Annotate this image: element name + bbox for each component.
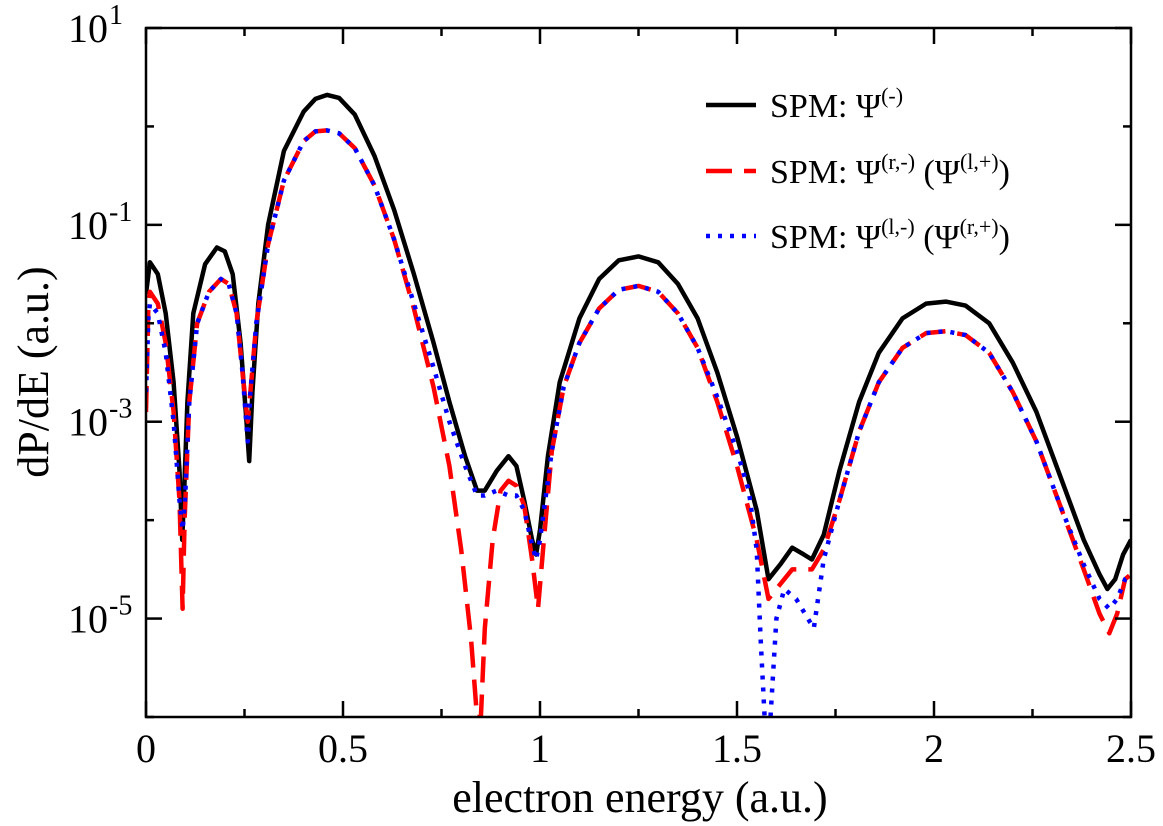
series-line-3 bbox=[146, 128, 1131, 717]
legend-part: SPM: Ψ bbox=[770, 219, 881, 256]
legend-part: (l,+) bbox=[960, 149, 999, 174]
series-layer bbox=[146, 92, 1131, 717]
y-tick-label: 10 bbox=[68, 6, 108, 51]
legend-part: (Ψ bbox=[915, 219, 960, 256]
y-tick-exponent: -3 bbox=[109, 394, 132, 425]
legend-part: SPM: Ψ bbox=[770, 154, 881, 191]
legend-part: (l,-) bbox=[881, 214, 915, 239]
ticks-layer bbox=[144, 26, 1133, 719]
x-tick-labels: 0 0.5 1 1.5 2 2.5 bbox=[136, 726, 1156, 771]
y-tick-label: 10 bbox=[68, 597, 108, 642]
legend-part: (-) bbox=[881, 83, 903, 108]
y-axis-title: dP/dE (a.u.) bbox=[9, 266, 58, 477]
x-tick-label: 1 bbox=[530, 726, 550, 771]
y-tick-label: 10 bbox=[68, 203, 108, 248]
x-tick-label: 1.5 bbox=[712, 726, 762, 771]
x-tick-label: 2.5 bbox=[1106, 726, 1156, 771]
x-tick-label: 0 bbox=[136, 726, 156, 771]
legend-part: (r,-) bbox=[881, 149, 915, 174]
legend-part: ) bbox=[999, 219, 1010, 256]
y-tick-exponent: -5 bbox=[109, 591, 132, 622]
x-axis-title: electron energy (a.u.) bbox=[452, 773, 827, 822]
legend-part: (r,+) bbox=[960, 214, 999, 239]
y-tick-label: 10 bbox=[68, 400, 108, 445]
x-tick-label: 0.5 bbox=[318, 726, 368, 771]
legend-label-2: SPM: Ψ(r,-) (Ψ(l,+)) bbox=[770, 149, 1010, 191]
y-tick-exponent: -1 bbox=[109, 197, 132, 228]
legend-label-1: SPM: Ψ(-) bbox=[770, 83, 903, 125]
legend-label-3: SPM: Ψ(l,-) (Ψ(r,+)) bbox=[770, 214, 1010, 256]
series-line-2 bbox=[146, 128, 1131, 717]
legend-part: SPM: Ψ bbox=[770, 88, 881, 125]
x-tick-label: 2 bbox=[924, 726, 944, 771]
y-tick-exponent: 1 bbox=[109, 0, 123, 31]
legend: SPM: Ψ(-)SPM: Ψ(r,-) (Ψ(l,+))SPM: Ψ(l,-)… bbox=[706, 83, 1010, 256]
legend-part: (Ψ bbox=[915, 154, 960, 191]
legend-part: ) bbox=[999, 154, 1010, 191]
